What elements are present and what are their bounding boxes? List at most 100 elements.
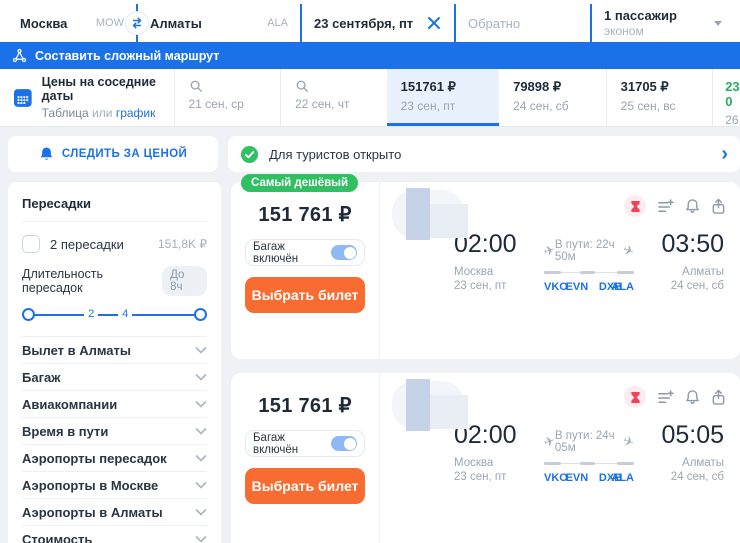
airline-logo-blurred bbox=[392, 379, 470, 433]
ticket-price: 151 761 ₽ bbox=[258, 204, 352, 226]
search-bar: Москва MOW Алматы ALA 23 сентября, пт Об… bbox=[0, 0, 740, 42]
tourist-info-banner[interactable]: Для туристов открыто › bbox=[228, 136, 740, 172]
return-date-field[interactable]: Обратно bbox=[454, 4, 590, 42]
chevron-right-icon[interactable]: › bbox=[721, 143, 728, 165]
ticket-price: 151 761 ₽ bbox=[258, 395, 352, 417]
date-column-25[interactable]: 31705 ₽ 25 сен, вс bbox=[605, 69, 713, 126]
return-placeholder: Обратно bbox=[468, 15, 521, 31]
transfer-duration-label: Длительность пересадок bbox=[22, 267, 104, 295]
airport-code[interactable]: DXB bbox=[598, 281, 623, 293]
airport-code[interactable]: VKO bbox=[544, 281, 568, 293]
origin-field[interactable]: Москва MOW bbox=[8, 4, 136, 42]
date-column-24[interactable]: 79898 ₽ 24 сен, сб bbox=[513, 79, 569, 113]
route-icon bbox=[12, 48, 27, 63]
route-segments bbox=[544, 271, 634, 274]
chevron-down-icon bbox=[714, 21, 722, 26]
transfer-duration-badge: До 8ч bbox=[162, 266, 207, 296]
filter-section-departure-almaty[interactable]: Вылет в Алматы bbox=[22, 337, 207, 364]
airport-code[interactable]: DXB bbox=[598, 472, 623, 484]
ticket-card-1: Самый дешёвый 151 761 ₽ Багаж включён Вы… bbox=[231, 174, 740, 359]
neighbour-dates-bar: Цены на соседние даты Таблица или график… bbox=[0, 69, 740, 127]
origin-code: MOW bbox=[95, 17, 124, 29]
baggage-toggle-box: Багаж включён bbox=[245, 239, 365, 266]
arrive-city: Алматы bbox=[682, 457, 724, 469]
check-circle-icon bbox=[241, 145, 259, 163]
filter-section-almaty-airports[interactable]: Аэропорты в Алматы bbox=[22, 499, 207, 526]
search-icon bbox=[296, 80, 308, 92]
bell-icon bbox=[40, 147, 53, 160]
arrive-time: 03:50 bbox=[661, 230, 724, 258]
date-column-22[interactable]: 22 сен, чт bbox=[280, 69, 387, 126]
slider-track bbox=[30, 314, 199, 316]
fare-options-icon[interactable] bbox=[657, 198, 674, 214]
filter-section-travel-time[interactable]: Время в пути bbox=[22, 418, 207, 445]
passengers-field[interactable]: 1 пассажир эконом bbox=[590, 4, 732, 42]
chevron-down-icon bbox=[195, 535, 207, 543]
slider-handle-max[interactable] bbox=[194, 308, 207, 321]
filter-section-moscow-airports[interactable]: Аэропорты в Москве bbox=[22, 472, 207, 499]
airport-code[interactable]: EVN bbox=[565, 281, 589, 293]
chevron-down-icon bbox=[195, 454, 207, 462]
share-icon[interactable] bbox=[711, 389, 726, 406]
chevron-down-icon bbox=[195, 373, 207, 381]
hourglass-icon bbox=[630, 391, 640, 403]
depart-date-field[interactable]: 23 сентября, пт bbox=[300, 4, 454, 42]
date-column-23-selected[interactable]: 151761 ₽ 23 сен, пт bbox=[386, 69, 500, 126]
expiring-price-badge[interactable] bbox=[624, 386, 646, 408]
airport-code[interactable]: ALA bbox=[611, 281, 634, 293]
follow-price-button[interactable]: СЛЕДИТЬ ЗА ЦЕНОЙ bbox=[8, 136, 219, 172]
transfer-duration-slider[interactable]: 2 4 bbox=[22, 306, 207, 324]
airport-code[interactable]: VKO bbox=[544, 472, 568, 484]
slider-tick-4: 4 bbox=[118, 308, 133, 320]
filter-section-baggage[interactable]: Багаж bbox=[22, 364, 207, 391]
chevron-down-icon bbox=[195, 427, 207, 435]
two-transfers-price: 151,8K ₽ bbox=[157, 237, 207, 251]
dates-bar-header: Цены на соседние даты Таблица или график bbox=[0, 69, 174, 126]
flight-duration: В пути: 24ч 05м bbox=[554, 430, 615, 454]
airline-logo-blurred bbox=[392, 188, 470, 242]
arrive-date: 24 сен, сб bbox=[670, 471, 724, 483]
follow-price-label: СЛЕДИТЬ ЗА ЦЕНОЙ bbox=[61, 148, 188, 160]
destination-field[interactable]: Алматы ALA bbox=[136, 4, 300, 42]
depart-date: 23 сен, пт bbox=[454, 471, 507, 483]
filter-section-transfer-airports[interactable]: Аэропорты пересадок bbox=[22, 445, 207, 472]
route-timeline: ✈ В пути: 24ч 05м ✈ VKO EVN DXB bbox=[542, 421, 637, 486]
filter-section-price[interactable]: Стоимость bbox=[22, 526, 207, 543]
share-icon[interactable] bbox=[711, 198, 726, 215]
filter-two-transfers-row: 2 пересадки 151,8K ₽ bbox=[22, 235, 207, 253]
chevron-down-icon bbox=[195, 481, 207, 489]
complex-route-label: Составить сложный маршрут bbox=[35, 48, 220, 63]
buy-ticket-button[interactable]: Выбрать билет bbox=[245, 468, 365, 504]
passengers-count: 1 пассажир bbox=[604, 8, 677, 23]
baggage-toggle[interactable] bbox=[330, 436, 357, 451]
slider-tick-2: 2 bbox=[84, 308, 99, 320]
swap-directions-button[interactable] bbox=[126, 12, 148, 34]
bell-icon[interactable] bbox=[685, 198, 700, 214]
buy-ticket-button[interactable]: Выбрать билет bbox=[245, 277, 365, 313]
expiring-price-badge[interactable] bbox=[624, 195, 646, 217]
two-transfers-checkbox[interactable] bbox=[22, 235, 40, 253]
baggage-label: Багаж включён bbox=[253, 240, 299, 265]
search-results: Самый дешёвый 151 761 ₽ Багаж включён Вы… bbox=[231, 174, 740, 543]
airport-code[interactable]: ALA bbox=[611, 472, 634, 484]
complex-route-bar[interactable]: Составить сложный маршрут bbox=[0, 42, 740, 69]
destination-code: ALA bbox=[267, 17, 288, 29]
date-column-26-clipped[interactable]: 23 0 26 с bbox=[712, 69, 740, 126]
fare-options-icon[interactable] bbox=[657, 389, 674, 405]
baggage-label: Багаж включён bbox=[253, 431, 299, 456]
baggage-toggle[interactable] bbox=[330, 245, 357, 260]
airport-code[interactable]: EVN bbox=[565, 472, 589, 484]
view-graph-link[interactable]: график bbox=[115, 106, 156, 120]
bell-icon[interactable] bbox=[685, 389, 700, 405]
ticket-card-2: 151 761 ₽ Багаж включён Выбрать билет bbox=[231, 373, 740, 543]
date-column-21[interactable]: 21 сен, ср bbox=[173, 69, 281, 126]
cheapest-badge: Самый дешёвый bbox=[241, 174, 359, 192]
clear-date-icon[interactable] bbox=[426, 15, 442, 31]
filter-section-airlines[interactable]: Авиакомпании bbox=[22, 391, 207, 418]
tourist-banner-label: Для туристов открыто bbox=[269, 146, 402, 162]
depart-city: Москва bbox=[454, 266, 494, 278]
slider-handle-min[interactable] bbox=[22, 308, 35, 321]
baggage-toggle-box: Багаж включён bbox=[245, 430, 365, 457]
depart-city: Москва bbox=[454, 457, 494, 469]
two-transfers-label: 2 пересадки bbox=[50, 236, 124, 252]
